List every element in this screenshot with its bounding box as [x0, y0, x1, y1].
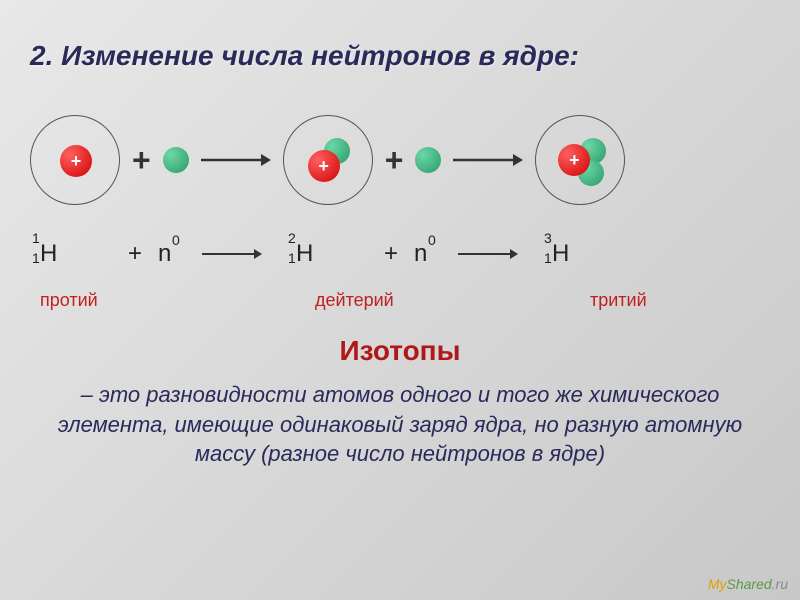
isotope-notation: 1 1 H — [40, 240, 80, 268]
element-symbol: H — [40, 240, 57, 267]
isotope-notation: 2 1 H — [296, 240, 336, 268]
plus-operator: + — [128, 240, 142, 268]
free-neutron — [415, 147, 441, 173]
watermark-shared: Shared — [727, 576, 772, 592]
arrow-icon — [453, 150, 523, 170]
arrow-icon — [458, 246, 518, 262]
neutron-notation: n 0 — [158, 240, 188, 268]
section-title: Изотопы — [0, 335, 800, 367]
formula-row: 1 1 H + n 0 2 1 H + n 0 3 1 H — [40, 240, 760, 268]
atom-deuterium: + — [283, 115, 373, 205]
free-neutron — [163, 147, 189, 173]
plus-operator: + — [132, 142, 151, 179]
name-tritium: тритий — [590, 290, 647, 311]
plus-operator: + — [385, 142, 404, 179]
atom-protium: + — [30, 115, 120, 205]
neutron-symbol: n — [158, 240, 171, 267]
neutron-notation: n 0 — [414, 240, 444, 268]
isotope-diagram: + + + + + — [30, 110, 770, 210]
isotope-notation: 3 1 H — [552, 240, 592, 268]
name-protium: протий — [40, 290, 98, 311]
proton: + — [60, 145, 92, 177]
plus-operator: + — [384, 240, 398, 268]
name-deuterium: дейтерий — [315, 290, 394, 311]
element-symbol: H — [296, 240, 313, 267]
atom-tritium: + — [535, 115, 625, 205]
watermark-my: My — [708, 576, 727, 592]
element-symbol: H — [552, 240, 569, 267]
slide-title: 2. Изменение числа нейтронов в ядре: — [30, 40, 579, 72]
arrow-icon — [202, 246, 262, 262]
neutron-symbol: n — [414, 240, 427, 267]
arrow-icon — [201, 150, 271, 170]
proton: + — [308, 150, 340, 182]
watermark: MyShared.ru — [708, 576, 788, 592]
isotope-definition: – это разновидности атомов одного и того… — [50, 380, 750, 469]
watermark-suffix: .ru — [772, 576, 788, 592]
